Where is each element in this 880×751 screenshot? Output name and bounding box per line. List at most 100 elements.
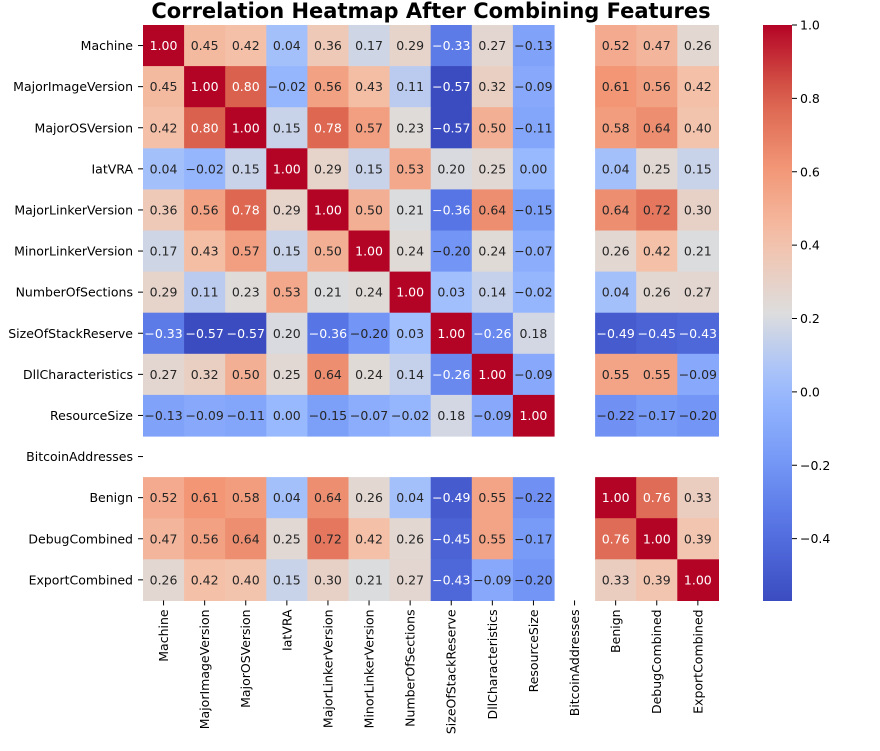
heatmap-cell: [307, 148, 350, 190]
cell-value-label: 0.78: [232, 202, 260, 217]
heatmap-cell: [677, 477, 719, 519]
cell-value-label: 1.00: [232, 120, 260, 135]
heatmap-cell: [471, 25, 514, 67]
cell-value-label: 0.76: [602, 531, 630, 546]
heatmap-cell: [266, 518, 308, 560]
cell-value-label: 0.56: [643, 79, 671, 94]
cell-value-label: 0.43: [191, 244, 219, 259]
cell-value-label: −0.45: [432, 531, 470, 546]
heatmap-cell: [143, 107, 185, 149]
heatmap-cell: [184, 230, 226, 273]
heatmap-cell: [348, 189, 391, 232]
cell-value-label: 1.00: [273, 161, 301, 176]
cell-value-label: 0.57: [232, 244, 260, 259]
cell-value-label: −0.43: [432, 572, 470, 587]
x-tick-label: MinorLinkerVersion: [362, 609, 377, 728]
cell-value-label: 0.61: [602, 79, 630, 94]
cell-value-label: 0.21: [314, 285, 342, 300]
heatmap-cell: [266, 148, 308, 190]
heatmap-cell: [307, 312, 350, 355]
heatmap-cell: [225, 477, 267, 519]
cell-value-label: 0.32: [478, 79, 506, 94]
y-tick-labels: Machine MajorImageVersion MajorOSVersion Ia…: [8, 38, 143, 587]
cell-annotations: 1.00 0.45 0.42 0.04 0.36 0.17 0.29 −0.33 0.27 −0.…: [144, 38, 717, 587]
heatmap-cell: [677, 394, 719, 437]
heatmap-cell: [430, 25, 473, 67]
cell-value-label: 0.27: [150, 367, 178, 382]
cell-value-label: −0.22: [514, 490, 552, 505]
cell-value-label: 1.00: [150, 38, 178, 53]
heatmap-cell: [595, 312, 637, 355]
heatmap-cell: [389, 353, 432, 396]
heatmap-cell: [184, 25, 226, 67]
cell-value-label: −0.57: [227, 326, 265, 341]
cell-value-label: −0.02: [185, 161, 223, 176]
heatmap-cell: [430, 559, 473, 601]
cell-value-label: 0.25: [478, 161, 506, 176]
heatmap-cell: [512, 518, 555, 560]
heatmap-cell: [471, 559, 514, 601]
x-tick-label: ResourceSize: [526, 609, 541, 692]
heatmap-cell: [512, 312, 555, 355]
heatmap-cell: [225, 107, 267, 149]
heatmap-cell: [430, 312, 473, 355]
heatmap-cell: [348, 25, 391, 67]
heatmap-cell: [348, 271, 391, 314]
cell-value-label: −0.09: [679, 367, 717, 382]
heatmap-cell: [266, 107, 308, 149]
heatmap-cell: [471, 230, 514, 273]
cell-value-label: 0.55: [602, 367, 630, 382]
heatmap-cell: [266, 66, 308, 108]
y-tick-label: SizeOfStackReserve: [8, 326, 133, 341]
cell-value-label: 0.45: [150, 79, 178, 94]
cell-value-label: 0.25: [273, 531, 301, 546]
cell-value-label: −0.15: [309, 408, 347, 423]
heatmap-cell: [225, 353, 267, 396]
cell-value-label: 0.14: [396, 367, 424, 382]
heatmap-cell: [184, 518, 226, 560]
cell-value-label: 0.55: [478, 490, 506, 505]
cell-value-label: 0.29: [314, 161, 342, 176]
heatmap-cell: [348, 559, 391, 601]
heatmap-cell: [636, 271, 678, 314]
heatmap-cell: [512, 66, 555, 108]
heatmap-cell: [512, 559, 555, 601]
cell-value-label: −0.33: [144, 326, 182, 341]
cell-value-label: 0.40: [684, 120, 712, 135]
heatmap-cell: [266, 394, 308, 437]
cell-value-label: 0.11: [396, 79, 424, 94]
cell-value-label: −0.09: [473, 408, 511, 423]
cell-value-label: 1.00: [602, 490, 630, 505]
heatmap-cell: [389, 66, 432, 108]
heatmap-cell: [225, 230, 267, 273]
cell-value-label: 0.21: [684, 244, 712, 259]
cell-value-label: −0.36: [309, 326, 347, 341]
heatmap-cell: [471, 312, 514, 355]
heatmap-cell: [266, 230, 308, 273]
cell-value-label: 1.00: [314, 202, 342, 217]
cell-value-label: 0.50: [355, 202, 383, 217]
cell-value-label: 0.47: [150, 531, 178, 546]
heatmap-cell: [225, 66, 267, 108]
cell-value-label: −0.45: [638, 326, 676, 341]
heatmap-cell: [430, 394, 473, 437]
cell-value-label: 0.57: [355, 120, 383, 135]
cell-value-label: 0.18: [437, 408, 465, 423]
cell-value-label: −0.11: [514, 120, 552, 135]
heatmap-cell: [266, 559, 308, 601]
cell-value-label: 0.53: [273, 285, 301, 300]
heatmap-cell: [225, 518, 267, 560]
cell-value-label: 1.00: [191, 79, 219, 94]
x-tick-label: NumberOfSections: [403, 609, 418, 726]
cell-value-label: 0.32: [191, 367, 219, 382]
heatmap-cell: [636, 230, 678, 273]
colorbar-tick-label: 0.0: [800, 384, 820, 399]
cell-value-label: 0.26: [643, 285, 671, 300]
cell-value-label: 0.42: [232, 38, 260, 53]
heatmap-cell: [595, 148, 637, 190]
cell-value-label: 0.11: [191, 285, 219, 300]
cell-value-label: −0.57: [432, 79, 470, 94]
heatmap-cell: [595, 230, 637, 273]
cell-value-label: 0.64: [314, 367, 342, 382]
cell-value-label: 0.24: [355, 285, 383, 300]
